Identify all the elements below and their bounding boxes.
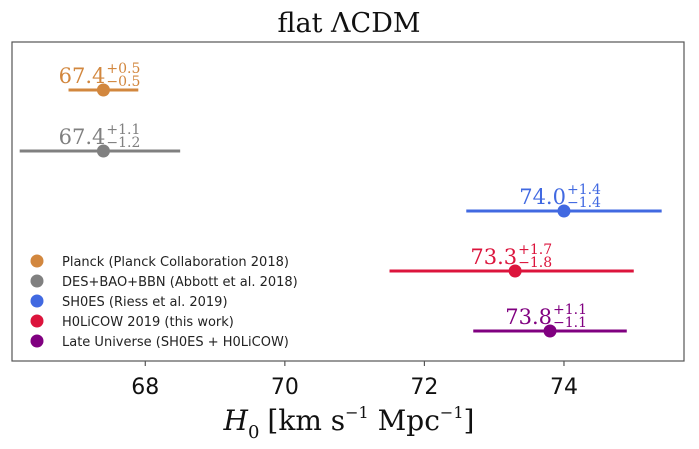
data-point <box>508 264 522 278</box>
legend-label: Planck (Planck Collaboration 2018) <box>62 255 289 270</box>
value-label: 67.4 <box>59 64 106 88</box>
legend-label: Late Universe (SH0ES + H0LiCOW) <box>62 335 289 350</box>
errorbar-series: 67.4 +0.5−0.567.4 +1.1−1.274.0 +1.4−1.473.3… <box>19 61 662 338</box>
x-tick-label: 70 <box>271 375 299 400</box>
legend-item: Planck (Planck Collaboration 2018) <box>30 254 289 270</box>
plus-error-label: +1.1 <box>553 302 587 318</box>
legend-item: Late Universe (SH0ES + H0LiCOW) <box>30 334 289 350</box>
minus-error-label: −1.2 <box>106 135 140 151</box>
errorbar-row: 73.3 +1.7−1.8 <box>389 242 634 278</box>
x-axis-label: H0 [km s−1 Mpc−1] <box>223 403 475 443</box>
plot-frame <box>11 41 685 362</box>
errorbar-row: 74.0 +1.4−1.4 <box>466 182 662 218</box>
plus-error-label: +0.5 <box>106 61 140 77</box>
x-tick-label: 74 <box>550 375 578 400</box>
legend-item: H0LiCOW 2019 (this work) <box>30 314 234 330</box>
legend-marker <box>30 254 44 268</box>
value-label: 73.3 <box>470 245 517 269</box>
legend-label: SH0ES (Riess et al. 2019) <box>62 295 228 310</box>
x-tick-label: 72 <box>410 375 438 400</box>
value-label: 74.0 <box>519 185 566 209</box>
legend-label: H0LiCOW 2019 (this work) <box>62 315 234 330</box>
legend-marker <box>30 294 44 308</box>
chart-title: flat ΛCDM <box>278 8 421 39</box>
plus-error-label: +1.7 <box>518 242 552 258</box>
errorbar-row: 67.4 +0.5−0.5 <box>59 61 140 97</box>
x-tick-label: 68 <box>131 375 159 400</box>
legend-marker <box>30 334 44 348</box>
data-point <box>543 324 557 338</box>
errorbar-row: 73.8 +1.1−1.1 <box>473 302 627 338</box>
data-point <box>557 204 571 218</box>
minus-error-label: −0.5 <box>106 74 140 90</box>
minus-error-label: −1.1 <box>553 315 587 331</box>
errorbar-row: 67.4 +1.1−1.2 <box>19 122 181 158</box>
legend-item: SH0ES (Riess et al. 2019) <box>30 294 228 310</box>
value-label: 67.4 <box>59 125 106 149</box>
legend-marker <box>30 314 44 328</box>
legend: Planck (Planck Collaboration 2018) DES+BA… <box>30 254 298 350</box>
legend-label: DES+BAO+BBN (Abbott et al. 2018) <box>62 275 298 290</box>
legend-marker <box>30 274 44 288</box>
data-point <box>96 83 110 97</box>
legend-item: DES+BAO+BBN (Abbott et al. 2018) <box>30 274 298 290</box>
minus-error-label: −1.8 <box>518 255 552 271</box>
minus-error-label: −1.4 <box>567 195 601 211</box>
x-axis: 68 70 72 74 <box>131 361 578 400</box>
data-point <box>96 144 110 158</box>
plus-error-label: +1.1 <box>106 122 140 138</box>
plus-error-label: +1.4 <box>567 182 601 198</box>
value-label: 73.8 <box>505 305 552 329</box>
